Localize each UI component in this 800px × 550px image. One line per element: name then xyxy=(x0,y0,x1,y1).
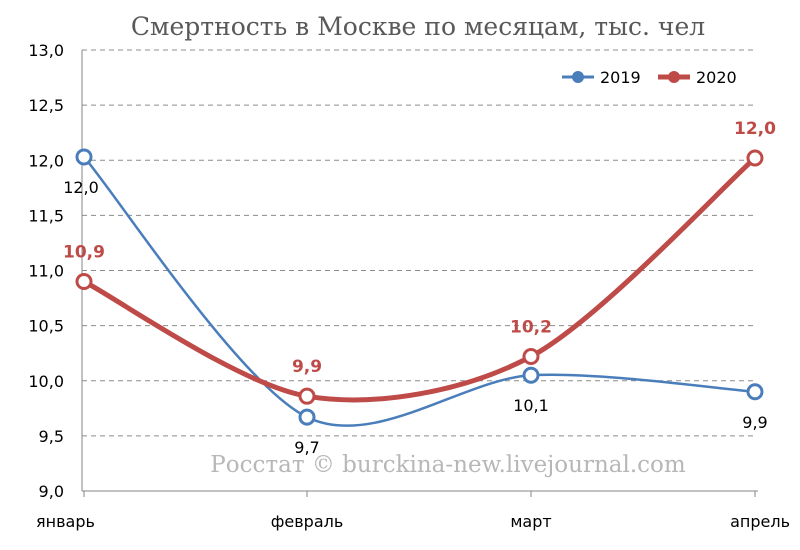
y-tick-label: 11,5 xyxy=(28,206,64,225)
data-labels: 12,0 9,7 10,1 9,9 10,9 9,9 10,2 12,0 xyxy=(63,119,776,457)
data-point xyxy=(746,149,764,167)
y-tick-label: 10,5 xyxy=(28,317,64,336)
y-tick-label: 9,0 xyxy=(39,482,64,501)
legend-marker xyxy=(668,71,680,83)
y-tick-label: 12,5 xyxy=(28,96,64,115)
data-label: 12,0 xyxy=(63,178,99,197)
data-point xyxy=(298,387,316,405)
legend-label: 2019 xyxy=(600,68,641,87)
y-tick-label: 10,0 xyxy=(28,372,64,391)
x-tick-label: январь xyxy=(36,512,95,531)
data-label: 10,2 xyxy=(510,317,552,337)
series-line xyxy=(82,155,757,427)
data-label: 9,9 xyxy=(292,357,322,377)
data-label: 9,9 xyxy=(742,413,767,432)
data-point xyxy=(298,408,316,426)
watermark: Росстат © burckina-new.livejournal.com xyxy=(210,452,686,478)
legend-label: 2020 xyxy=(696,68,737,87)
data-label: 12,0 xyxy=(734,119,776,139)
data-label: 9,7 xyxy=(294,438,319,457)
y-tick-label: 9,5 xyxy=(39,427,64,446)
series-layer xyxy=(75,148,764,427)
data-point xyxy=(75,148,93,166)
data-point xyxy=(522,366,540,384)
legend: 2019 2020 xyxy=(562,68,737,87)
y-tick-label: 13,0 xyxy=(28,41,64,60)
series-line xyxy=(81,155,758,403)
data-label: 10,1 xyxy=(513,396,549,415)
data-label: 10,9 xyxy=(63,243,105,263)
data-point xyxy=(746,383,764,401)
series-2019 xyxy=(75,148,764,427)
x-tick-label: март xyxy=(510,512,551,531)
gridlines xyxy=(82,49,755,437)
data-point xyxy=(75,273,93,291)
legend-marker xyxy=(572,71,584,83)
axes: 9,0 9,5 10,0 10,5 11,0 11,5 12,0 12,5 13,0 январь… xyxy=(28,41,790,531)
y-tick-label: 11,0 xyxy=(28,262,64,281)
y-tick-label: 12,0 xyxy=(28,151,64,170)
series-2020 xyxy=(75,149,764,405)
x-tick-label: февраль xyxy=(271,512,344,531)
chart-title: Смертность в Москве по месяцам, тыс. чел xyxy=(131,12,705,41)
x-tick-label: апрель xyxy=(730,512,790,531)
data-point xyxy=(522,347,540,365)
